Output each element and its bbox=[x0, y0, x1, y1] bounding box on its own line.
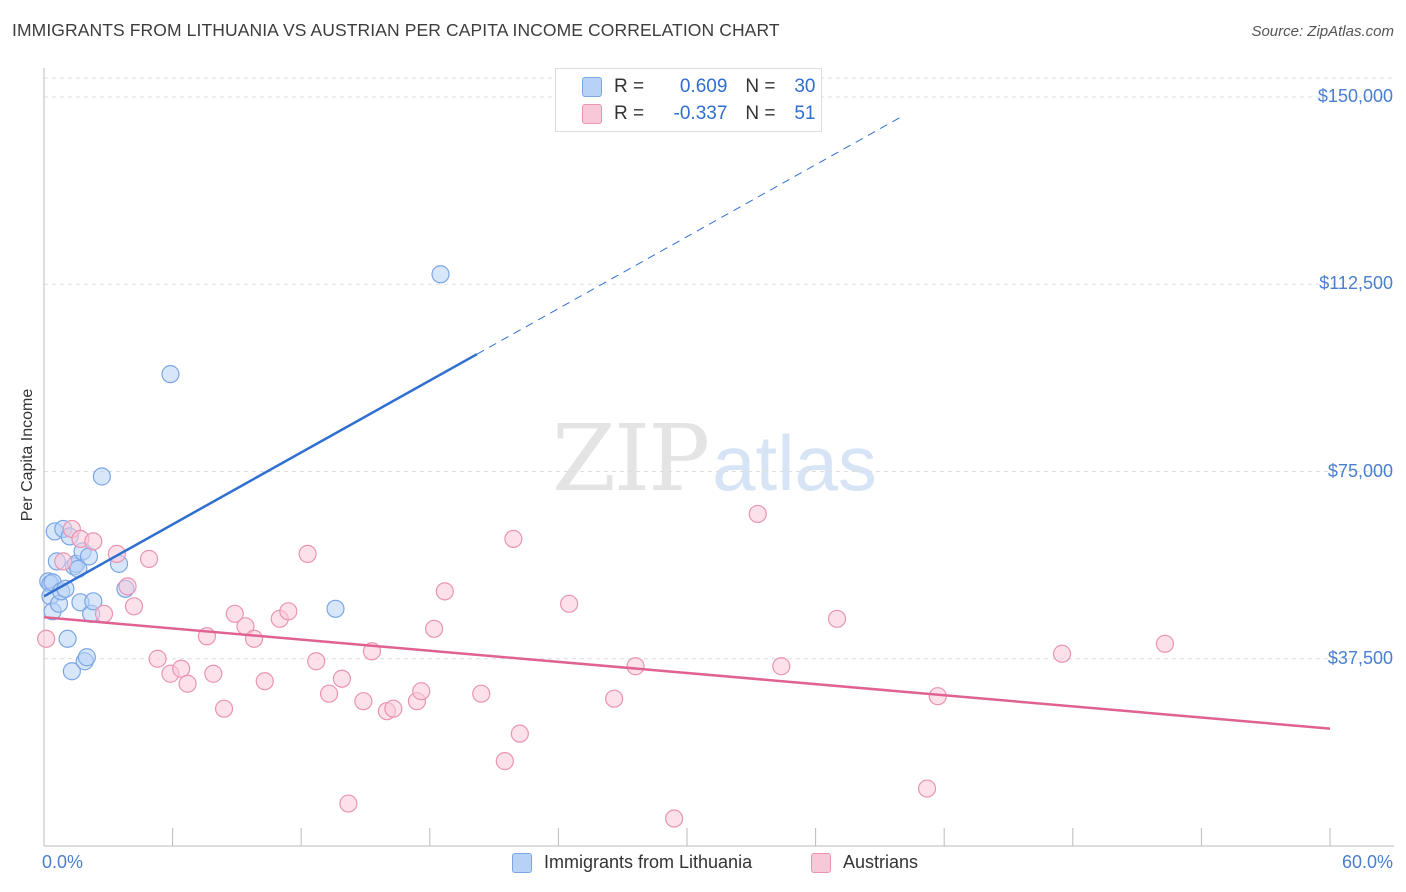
correlation-legend: R = 0.609 N = 30 R = -0.337 N = 51 bbox=[555, 68, 822, 132]
austrians-point bbox=[412, 682, 431, 701]
bottom-legend-austrians: Austrians bbox=[811, 852, 918, 873]
legend-r-label: R = bbox=[614, 103, 645, 124]
legend-r-label: R = bbox=[614, 76, 645, 97]
bottom-legend-lithuania: Immigrants from Lithuania bbox=[512, 852, 752, 873]
lithuania-point bbox=[58, 629, 77, 648]
austrians-point bbox=[225, 604, 244, 623]
austrians-point bbox=[504, 529, 523, 549]
austrians-point bbox=[139, 549, 159, 568]
austrians-point bbox=[94, 604, 114, 623]
legend-swatch-blue bbox=[582, 77, 602, 97]
austrians-point bbox=[605, 689, 624, 708]
legend-n-value: 30 bbox=[794, 76, 816, 97]
austrians-point bbox=[255, 672, 274, 691]
austrians-point bbox=[204, 664, 223, 683]
austrians-point bbox=[772, 657, 791, 676]
austrians-point bbox=[307, 652, 326, 671]
lithuania-point bbox=[161, 365, 180, 384]
austrians-point bbox=[626, 657, 645, 676]
austrians-point bbox=[332, 669, 352, 688]
austrians-point bbox=[917, 779, 937, 798]
austrians-point bbox=[244, 629, 264, 648]
bottom-legend-label: Immigrants from Lithuania bbox=[544, 852, 753, 872]
legend-r-value: -0.337 bbox=[673, 103, 728, 124]
y-tick-label: $37,500 bbox=[1327, 647, 1393, 668]
lithuania-point bbox=[79, 547, 99, 566]
austrians-point bbox=[354, 692, 373, 711]
austrians-point bbox=[495, 752, 514, 771]
austrians-point bbox=[298, 544, 317, 563]
austrians-point bbox=[37, 629, 56, 648]
austrians-point bbox=[172, 659, 191, 678]
austrians-point bbox=[510, 724, 529, 743]
lithuania-point bbox=[326, 599, 345, 618]
lithuania-point bbox=[84, 592, 103, 611]
legend-row-austrians: R = -0.337 N = 51 bbox=[582, 101, 816, 127]
austrians-point bbox=[84, 532, 103, 551]
austrians-point bbox=[178, 674, 197, 693]
austrians-point bbox=[54, 552, 73, 571]
austrians-point bbox=[384, 699, 403, 718]
austrians-point bbox=[665, 809, 684, 828]
austrians-point bbox=[435, 582, 454, 601]
legend-n-label: N = bbox=[745, 103, 776, 124]
austrians-point bbox=[748, 504, 767, 524]
legend-r-value: 0.609 bbox=[679, 76, 728, 97]
lithuania-point bbox=[62, 662, 81, 681]
legend-swatch-pink bbox=[582, 104, 602, 124]
lithuania-trend-line bbox=[43, 353, 478, 598]
austrians-trend-line bbox=[43, 616, 1331, 730]
legend-n-label: N = bbox=[745, 76, 776, 97]
austrians-point bbox=[339, 794, 358, 813]
lithuania-point bbox=[431, 265, 450, 284]
austrians-point bbox=[118, 577, 137, 596]
bottom-legend-swatch-pink bbox=[811, 852, 831, 873]
austrians-point bbox=[1155, 634, 1175, 653]
y-tick-label: $150,000 bbox=[1317, 86, 1393, 106]
austrians-point bbox=[124, 597, 144, 616]
austrians-point bbox=[148, 649, 167, 668]
austrians-point bbox=[1052, 644, 1072, 663]
lithuania-trend-extension bbox=[476, 116, 902, 355]
x-tick-label-max: 60.0% bbox=[1341, 852, 1393, 872]
zipatlas-watermark: ZIPatlas bbox=[552, 405, 877, 512]
austrians-point bbox=[827, 609, 847, 628]
bottom-legend-label: Austrians bbox=[843, 852, 919, 872]
austrians-point bbox=[319, 684, 339, 703]
austrians-point bbox=[279, 602, 298, 621]
chart-title: IMMIGRANTS FROM LITHUANIA VS AUSTRIAN PE… bbox=[12, 20, 780, 40]
austrians-point bbox=[424, 619, 444, 638]
austrians-point bbox=[214, 699, 234, 718]
lithuania-point bbox=[92, 467, 111, 486]
austrians-point bbox=[560, 594, 579, 613]
x-tick-label-min: 0.0% bbox=[42, 852, 84, 872]
chart-source: Source: ZipAtlas.com bbox=[1251, 23, 1394, 40]
y-tick-label: $75,000 bbox=[1327, 460, 1393, 481]
y-tick-label: $112,500 bbox=[1319, 273, 1393, 294]
lithuania-point bbox=[77, 648, 96, 667]
legend-row-lithuania: R = 0.609 N = 30 bbox=[582, 74, 816, 100]
austrians-point bbox=[472, 684, 491, 703]
bottom-legend-swatch-blue bbox=[512, 852, 532, 873]
legend-n-value: 51 bbox=[794, 103, 816, 124]
